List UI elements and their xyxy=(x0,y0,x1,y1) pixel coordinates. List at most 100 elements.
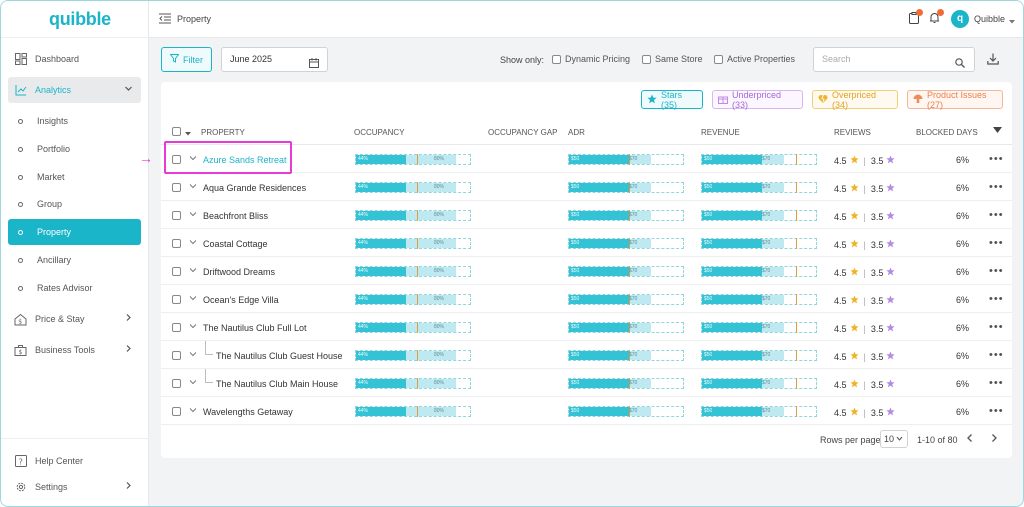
overpriced-filter-pill[interactable]: Overpriced (34) xyxy=(812,90,898,110)
sidebar-item-settings[interactable]: Settings xyxy=(8,474,141,500)
more-options-icon[interactable]: ••• xyxy=(989,153,1004,165)
user-name[interactable]: Quibble xyxy=(974,14,1006,24)
more-options-icon[interactable]: ••• xyxy=(989,293,1004,305)
clipboard-icon[interactable] xyxy=(909,9,923,26)
chevron-down-icon[interactable] xyxy=(189,294,197,304)
table-row[interactable]: The Nautilus Club Main House 44% 80% -12… xyxy=(161,369,1012,397)
sidebar-item-help-center[interactable]: ? Help Center xyxy=(8,448,141,474)
sidebar-item-group[interactable]: Group xyxy=(8,191,141,217)
chevron-down-icon[interactable] xyxy=(189,182,197,192)
bar-marker xyxy=(796,154,797,165)
date-value: June 2025 xyxy=(230,54,273,64)
more-options-icon[interactable]: ••• xyxy=(989,181,1004,193)
sidebar-item-insights[interactable]: Insights xyxy=(8,108,141,134)
rows-per-page-select[interactable]: 10 xyxy=(880,430,908,448)
more-options-icon[interactable]: ••• xyxy=(989,349,1004,361)
sidebar-item-property[interactable]: Property xyxy=(8,219,141,245)
more-options-icon[interactable]: ••• xyxy=(989,265,1004,277)
same-store-checkbox[interactable]: Same Store xyxy=(642,54,703,64)
property-name[interactable]: Azure Sands Retreat xyxy=(203,155,287,165)
sidebar-item-dashboard[interactable]: Dashboard xyxy=(8,46,141,72)
property-name[interactable]: The Nautilus Club Full Lot xyxy=(203,323,307,333)
property-name[interactable]: Beachfront Bliss xyxy=(203,211,269,221)
row-checkbox[interactable] xyxy=(172,267,181,276)
date-picker[interactable]: June 2025 xyxy=(221,47,328,72)
chevron-down-icon[interactable] xyxy=(189,154,197,164)
more-options-icon[interactable]: ••• xyxy=(989,377,1004,389)
row-checkbox[interactable] xyxy=(172,239,181,248)
row-checkbox[interactable] xyxy=(172,155,181,164)
row-checkbox[interactable] xyxy=(172,351,181,360)
header-adr[interactable]: ADR xyxy=(568,128,585,137)
sidebar-item-portfolio[interactable]: Portfolio xyxy=(8,136,141,162)
row-checkbox[interactable] xyxy=(172,407,181,416)
select-all-checkbox[interactable] xyxy=(172,127,181,136)
more-options-icon[interactable]: ••• xyxy=(989,237,1004,249)
header-property[interactable]: Property xyxy=(201,128,245,137)
more-options-icon[interactable]: ••• xyxy=(989,405,1004,417)
header-blocked-days[interactable]: Blocked Days xyxy=(916,128,978,137)
stars-filter-pill[interactable]: Stars (35) xyxy=(641,90,703,110)
sidebar-item-analytics[interactable]: Analytics xyxy=(8,77,141,103)
table-row[interactable]: Aqua Grande Residences 44% 80% -12% $50 … xyxy=(161,173,1012,201)
more-options-icon[interactable]: ••• xyxy=(989,321,1004,333)
property-name[interactable]: Driftwood Dreams xyxy=(203,267,276,277)
property-name[interactable]: Aqua Grande Residences xyxy=(203,183,307,193)
row-checkbox[interactable] xyxy=(172,379,181,388)
row-checkbox[interactable] xyxy=(172,211,181,220)
table-row[interactable]: The Nautilus Club Full Lot 44% 80% -12% … xyxy=(161,313,1012,341)
chevron-down-icon[interactable] xyxy=(189,266,197,276)
chevron-down-icon[interactable] xyxy=(1009,16,1015,26)
table-row[interactable]: Driftwood Dreams 44% 80% -12% $50 $70 $5… xyxy=(161,257,1012,285)
sidebar-item-market[interactable]: Market xyxy=(8,164,141,190)
header-reviews[interactable]: Reviews xyxy=(834,128,871,137)
sidebar-item-ancillary[interactable]: Ancillary xyxy=(8,247,141,273)
next-page-button[interactable] xyxy=(989,433,999,445)
bar-label: 80% xyxy=(434,240,445,246)
filter-button[interactable]: Filter xyxy=(161,47,212,72)
dynamic-pricing-checkbox[interactable]: Dynamic Pricing xyxy=(552,54,630,64)
header-revenue[interactable]: Revenue xyxy=(701,128,740,137)
table-row[interactable]: Coastal Cottage 44% 80% -12% $50 $70 $50… xyxy=(161,229,1012,257)
chevron-down-icon[interactable] xyxy=(189,238,197,248)
more-options-icon[interactable]: ••• xyxy=(989,209,1004,221)
underpriced-filter-pill[interactable]: Underpriced (33) xyxy=(712,90,803,110)
sidebar-item-rates-advisor[interactable]: Rates Advisor xyxy=(8,275,141,301)
property-name[interactable]: Coastal Cottage xyxy=(203,239,268,249)
sidebar-item-price-stay[interactable]: $ Price & Stay xyxy=(8,306,141,332)
table-row[interactable]: Azure Sands Retreat 44% 80% -12% $50 $70… xyxy=(161,145,1012,173)
row-checkbox[interactable] xyxy=(172,183,181,192)
download-icon[interactable] xyxy=(987,53,999,67)
collapse-menu-icon[interactable] xyxy=(159,13,171,26)
property-name[interactable]: Ocean's Edge Villa xyxy=(203,295,279,305)
sidebar-item-business-tools[interactable]: $ Business Tools xyxy=(8,337,141,363)
column-menu-icon[interactable] xyxy=(993,127,1002,136)
checkbox[interactable] xyxy=(714,54,723,64)
chevron-down-icon[interactable] xyxy=(189,406,197,416)
avatar[interactable]: q xyxy=(951,10,969,28)
search-input[interactable]: Search xyxy=(813,47,975,72)
active-properties-checkbox[interactable]: Active Properties xyxy=(714,54,795,64)
table-row[interactable]: Beachfront Bliss 44% 80% -12% $50 $70 $5… xyxy=(161,201,1012,229)
checkbox[interactable] xyxy=(552,54,561,64)
property-name[interactable]: Wavelengths Getaway xyxy=(203,407,293,417)
header-occupancy-gap[interactable]: Occupancy Gap xyxy=(488,128,558,137)
chevron-down-icon[interactable] xyxy=(189,322,197,332)
product-issues-filter-pill[interactable]: Product Issues (27) xyxy=(907,90,1003,110)
property-name[interactable]: The Nautilus Club Main House xyxy=(216,379,339,389)
row-checkbox[interactable] xyxy=(172,323,181,332)
checkbox[interactable] xyxy=(642,54,651,64)
chevron-down-icon[interactable] xyxy=(189,210,197,220)
chevron-down-icon[interactable] xyxy=(189,378,197,388)
caret-down-icon[interactable] xyxy=(185,129,191,138)
property-name[interactable]: The Nautilus Club Guest House xyxy=(216,351,343,361)
table-row[interactable]: Wavelengths Getaway 44% 80% -12% $50 $70… xyxy=(161,397,1012,425)
star-icon xyxy=(849,239,859,250)
bell-icon[interactable] xyxy=(929,9,944,26)
previous-page-button[interactable] xyxy=(965,433,975,445)
row-checkbox[interactable] xyxy=(172,295,181,304)
table-row[interactable]: Ocean's Edge Villa 44% 80% -12% $50 $70 … xyxy=(161,285,1012,313)
table-row[interactable]: The Nautilus Club Guest House 44% 80% -1… xyxy=(161,341,1012,369)
chevron-down-icon[interactable] xyxy=(189,350,197,360)
header-occupancy[interactable]: Occupancy xyxy=(354,128,405,137)
